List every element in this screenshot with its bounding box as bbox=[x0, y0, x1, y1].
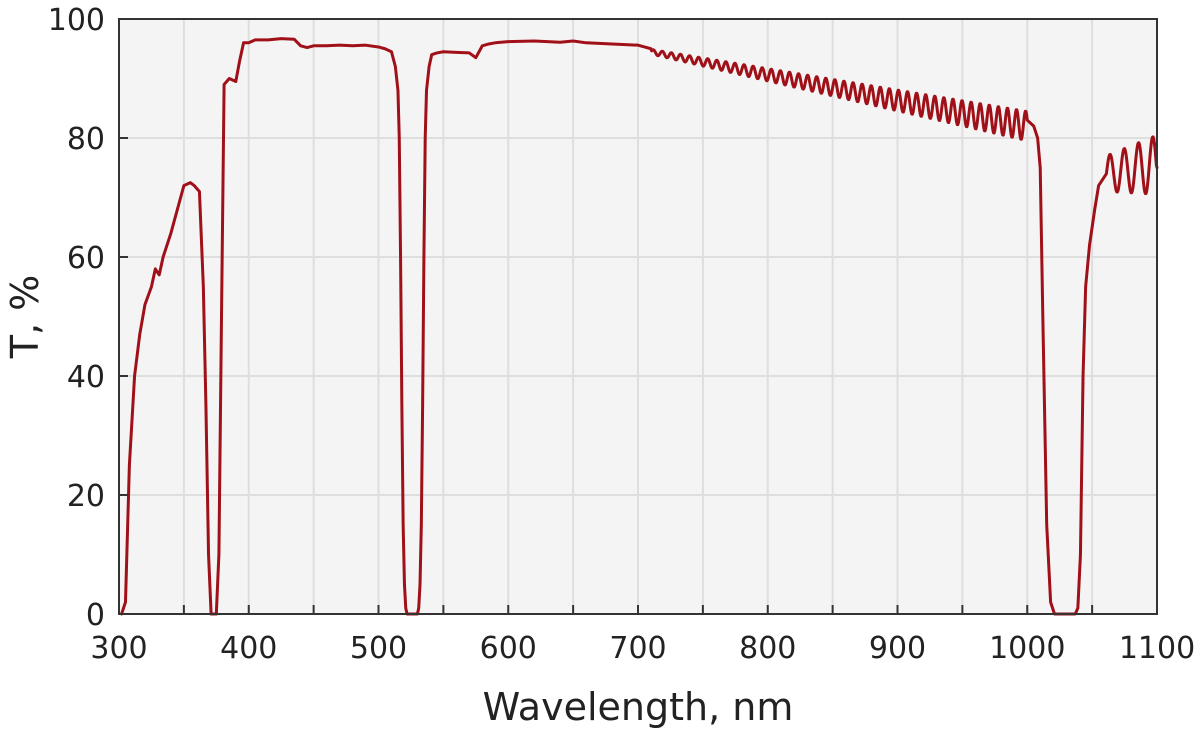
x-tick-label: 600 bbox=[480, 631, 537, 666]
y-tick-label: 0 bbox=[86, 598, 105, 633]
x-tick-label: 700 bbox=[609, 631, 666, 666]
grid bbox=[119, 19, 1157, 614]
x-tick-label: 1000 bbox=[989, 631, 1065, 666]
y-tick-label: 60 bbox=[67, 241, 105, 276]
y-tick-label: 100 bbox=[48, 3, 105, 38]
transmission-curve bbox=[120, 37, 1159, 616]
x-tick-label: 800 bbox=[739, 631, 796, 666]
x-tick-label: 1100 bbox=[1119, 631, 1195, 666]
y-tick-label: 20 bbox=[67, 479, 105, 514]
tick-labels: 0 20 40 60 80 100 300 400 500 600 700 800 900 1000 110… bbox=[48, 3, 1195, 666]
x-tick-label: 400 bbox=[220, 631, 277, 666]
x-tick-label: 900 bbox=[869, 631, 926, 666]
y-tick-label: 40 bbox=[67, 360, 105, 395]
y-tick-label: 80 bbox=[67, 122, 105, 157]
x-axis-label: Wavelength, nm bbox=[483, 685, 794, 729]
x-tick-label: 300 bbox=[90, 631, 147, 666]
axis-ticks bbox=[119, 137, 1094, 614]
y-axis-label: T, % bbox=[3, 275, 47, 359]
x-tick-label: 500 bbox=[350, 631, 407, 666]
